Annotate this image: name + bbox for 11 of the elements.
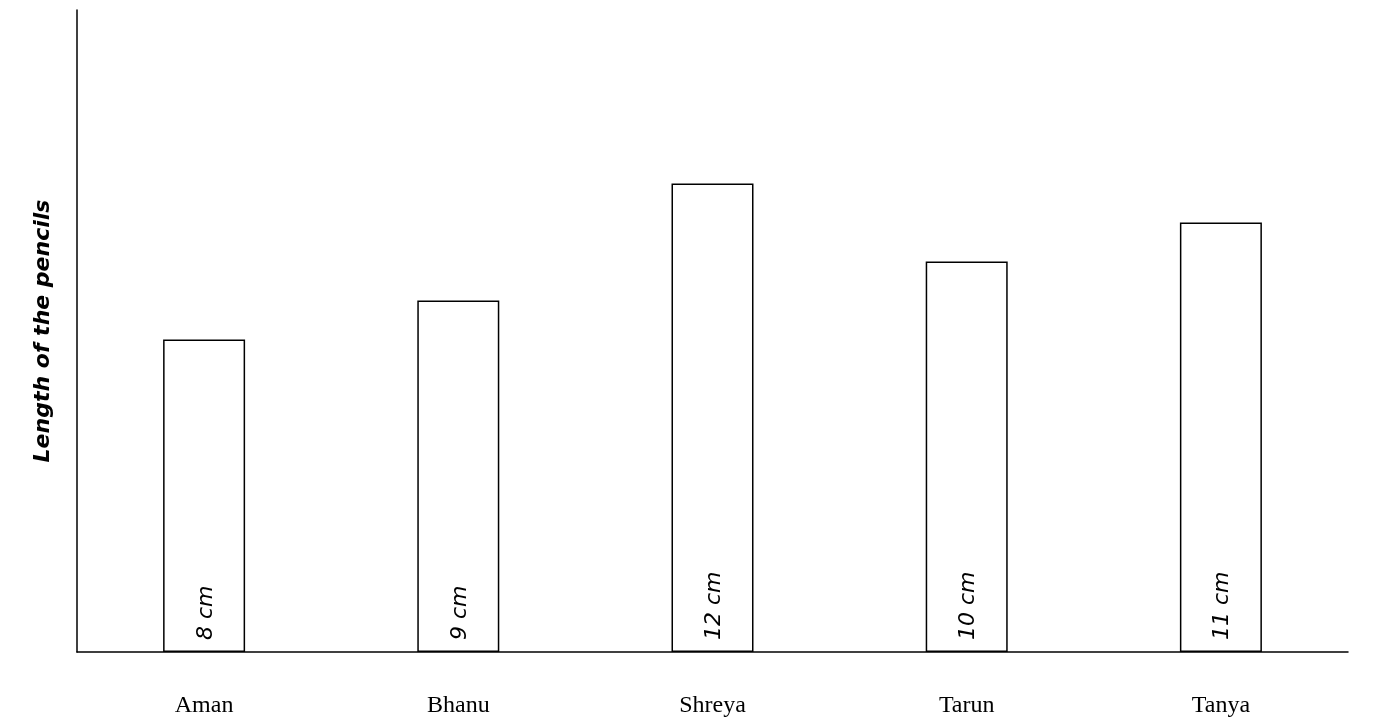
data-label: 9 cm <box>445 585 471 640</box>
x-tick-label: Tanya <box>1191 691 1251 717</box>
data-label: 11 cm <box>1208 571 1234 640</box>
data-label: 10 cm <box>954 571 980 640</box>
x-tick-label: Tarun <box>938 691 995 717</box>
data-label: 8 cm <box>191 585 217 640</box>
x-tick-label: Aman <box>174 691 234 717</box>
y-axis-title: Length of the pencils <box>28 199 54 463</box>
data-label: 12 cm <box>700 571 725 640</box>
x-tick-label: Bhanu <box>426 691 490 717</box>
x-tick-label: Shreya <box>679 691 747 717</box>
